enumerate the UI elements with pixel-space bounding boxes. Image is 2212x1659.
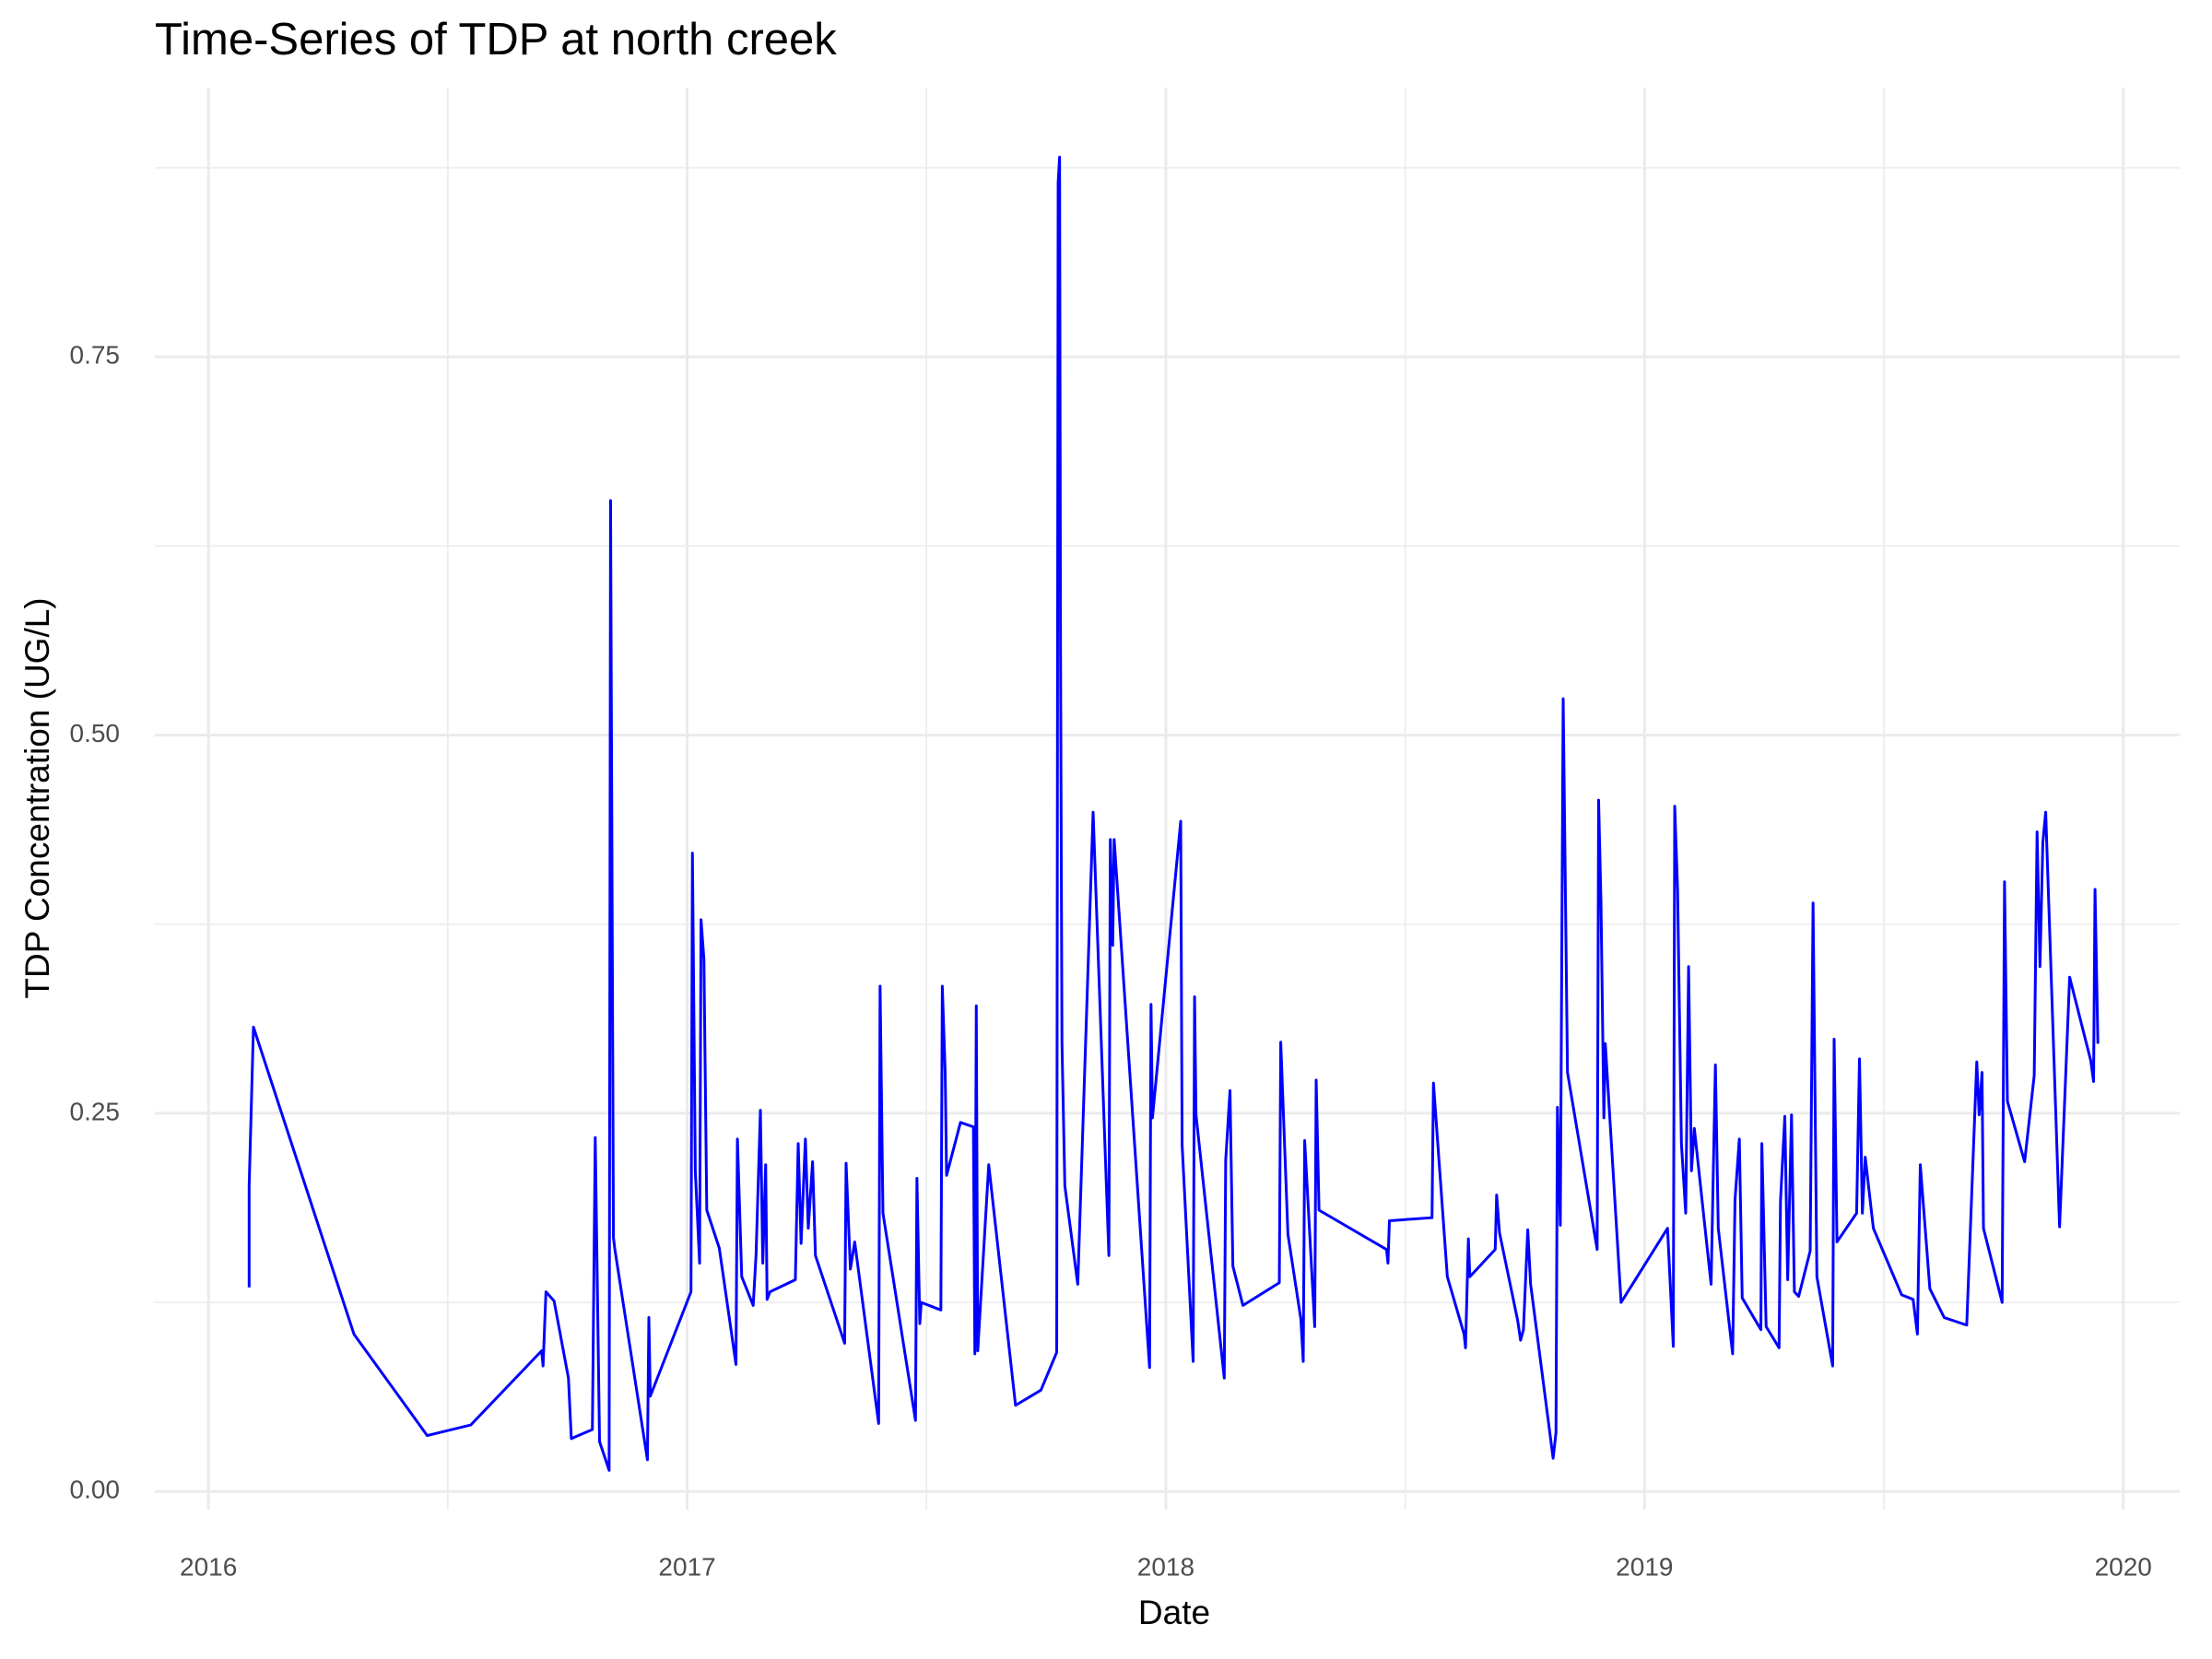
chart-title: Time-Series of TDP at north creek [155,15,837,65]
x-tick-label: 2018 [1137,1552,1194,1581]
data-line [247,156,2100,1472]
y-tick-label: 0.25 [70,1097,121,1125]
x-tick-label: 2020 [2095,1552,2152,1581]
y-tick-label: 0.75 [70,341,121,370]
y-axis-title: TDP Concentration (UG/L) [18,597,56,998]
x-tick-label: 2017 [658,1552,715,1581]
y-tick-label: 0.00 [70,1476,121,1504]
x-tick-label: 2019 [1616,1552,1673,1581]
x-axis-title: Date [1138,1594,1210,1631]
x-tick-label: 2016 [180,1552,237,1581]
y-tick-label: 0.50 [70,719,121,747]
